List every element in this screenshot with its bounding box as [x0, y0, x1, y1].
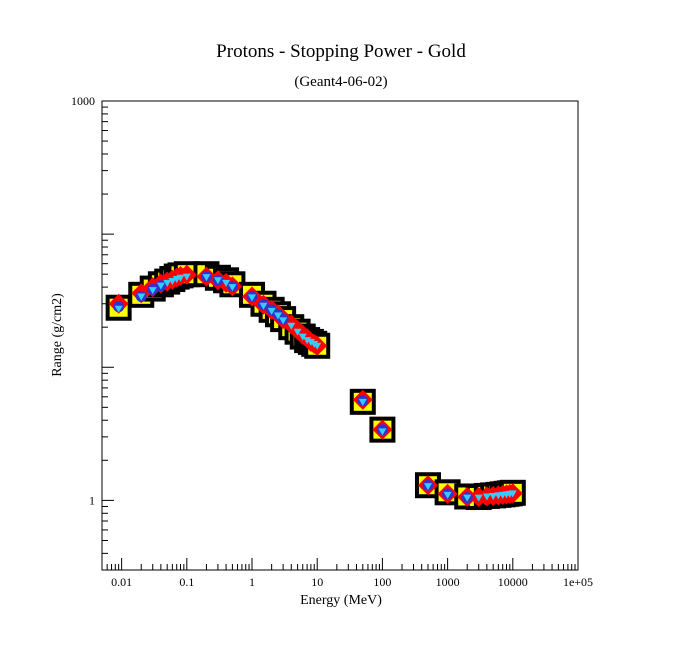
- data-point-triangle-down: [463, 494, 472, 502]
- data-point-triangle-down: [306, 338, 315, 346]
- data-point-triangle-down: [168, 277, 177, 285]
- data-point-triangle-down: [508, 490, 517, 498]
- data-point-triangle-down: [293, 328, 302, 336]
- data-point-triangle-down: [273, 312, 282, 320]
- data-point-triangle-down: [156, 282, 165, 290]
- chart-title: Protons - Stopping Power - Gold: [216, 41, 466, 62]
- data-point-triangle-down: [474, 494, 483, 502]
- data-point-triangle-down: [423, 483, 432, 491]
- data-point-triangle-down: [114, 305, 123, 313]
- x-tick-label: 10000: [498, 575, 528, 589]
- series-square: [105, 261, 526, 511]
- plot-frame: [101, 100, 579, 571]
- y-axis-label: Range (g/cm2): [50, 293, 65, 377]
- data-point-triangle-down: [202, 274, 211, 282]
- y-tick-label: 1: [89, 493, 95, 507]
- x-tick-label: 1000: [436, 575, 460, 589]
- axis-ticks: 0.01 0.1 1 10 100 1000 10000 1e+05 1 1000: [71, 94, 593, 589]
- data-point-triangle-down: [313, 342, 322, 350]
- data-point-triangle-down: [378, 428, 387, 436]
- y-tick-label: 1000: [71, 94, 95, 108]
- data-point-triangle-down: [482, 493, 491, 501]
- data-point-triangle-down: [163, 279, 172, 287]
- data-point-triangle-down: [259, 302, 268, 310]
- data-marks: [105, 261, 526, 511]
- x-tick-label: 0.1: [179, 575, 194, 589]
- x-tick-label: 10: [311, 575, 323, 589]
- data-point-triangle-down: [213, 277, 222, 285]
- series-triangle-down: [114, 273, 517, 502]
- x-tick-label: 1: [249, 575, 255, 589]
- data-point-triangle-down: [267, 307, 276, 315]
- data-point-triangle-down: [489, 492, 498, 500]
- data-point-triangle-down: [222, 279, 231, 287]
- x-axis-label: Energy (MeV): [300, 593, 382, 608]
- series-circle: [113, 271, 473, 504]
- data-point-triangle-down: [148, 287, 157, 295]
- x-tick-label: 1e+05: [563, 575, 593, 589]
- data-point-triangle-down: [248, 294, 257, 302]
- x-tick-label: 100: [373, 575, 391, 589]
- data-point-triangle-down: [443, 491, 452, 499]
- data-point-triangle-down: [228, 284, 237, 292]
- x-tick-label: 0.01: [111, 575, 132, 589]
- data-point-triangle-down: [137, 293, 146, 301]
- data-point-triangle-down: [182, 273, 191, 281]
- data-point-triangle-down: [176, 274, 185, 282]
- data-point-triangle-down: [303, 337, 312, 345]
- series-diamond: [108, 264, 523, 508]
- data-point-triangle-down: [287, 322, 296, 330]
- data-point-triangle-down: [279, 317, 288, 325]
- data-point-triangle-down: [298, 333, 307, 341]
- data-point-triangle-down: [358, 398, 367, 406]
- chart-subtitle: (Geant4-06-02): [294, 74, 387, 90]
